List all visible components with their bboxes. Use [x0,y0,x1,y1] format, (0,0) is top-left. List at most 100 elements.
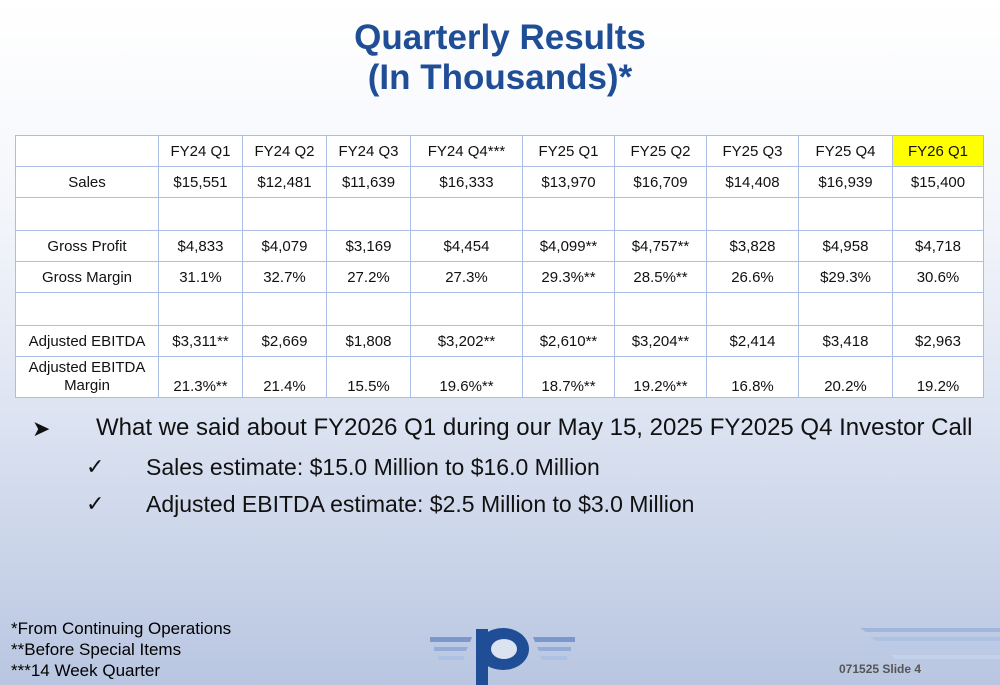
row-label [15,197,159,231]
slide-title-line2: (In Thousands)* [367,58,633,97]
row-label-line1: Adjusted EBITDA [28,359,146,376]
row-label: Adjusted EBITDA Margin [15,356,159,398]
checkmark-icon: ✓ [86,454,105,479]
table-cell: $14,408 [706,166,799,198]
table-cell: $12,481 [242,166,327,198]
row-label-line2: Margin [64,377,110,394]
table-cell: $15,551 [158,166,243,198]
table-cell [522,292,615,326]
table-cell [798,197,893,231]
table-cell [706,292,799,326]
table-cell: $13,970 [522,166,615,198]
footnote: *From Continuing Operations [11,619,232,638]
column-header: FY24 Q3 [326,135,411,167]
table-cell: $2,963 [892,325,984,357]
column-header: FY24 Q4*** [410,135,523,167]
table-cell: 21.3%** [158,356,243,398]
table-cell: 27.3% [410,261,523,293]
footnote: **Before Special Items [11,640,182,659]
table-cell [522,197,615,231]
table-cell: 32.7% [242,261,327,293]
column-header: FY24 Q2 [242,135,327,167]
sub-bullet-text: Adjusted EBITDA estimate: $2.5 Million t… [146,491,695,517]
table-row-spacer [15,197,984,231]
table-cell: $16,709 [614,166,707,198]
footnotes: *From Continuing Operations **Before Spe… [11,618,231,681]
table-cell: 16.8% [706,356,799,398]
table-cell: $2,669 [242,325,327,357]
table-cell: $4,833 [158,230,243,262]
table-cell: $4,454 [410,230,523,262]
table-cell: $3,311** [158,325,243,357]
table-cell: $3,828 [706,230,799,262]
table-cell: $3,202** [410,325,523,357]
table-cell [158,292,243,326]
table-cell [410,197,523,231]
table-cell: 28.5%** [614,261,707,293]
row-label: Adjusted EBITDA [15,325,159,357]
table-cell: $3,204** [614,325,707,357]
column-header: FY25 Q4 [798,135,893,167]
row-label: Gross Profit [15,230,159,262]
table-row-gross-margin: Gross Margin 31.1% 32.7% 27.2% 27.3% 29.… [15,261,984,293]
column-header: FY25 Q3 [706,135,799,167]
table-cell [410,292,523,326]
main-bullet-text: What we said about FY2026 Q1 during our … [96,414,973,441]
table-cell [326,197,411,231]
table-cell [326,292,411,326]
table-cell: 27.2% [326,261,411,293]
column-header: FY25 Q2 [614,135,707,167]
table-cell: 26.6% [706,261,799,293]
footnote: ***14 Week Quarter [11,661,160,680]
table-cell [614,197,707,231]
table-cell: $16,939 [798,166,893,198]
table-cell: $2,610** [522,325,615,357]
table-cell: $29.3% [798,261,893,293]
table-cell: 20.2% [798,356,893,398]
table-row-adjusted-ebitda-margin: Adjusted EBITDA Margin 21.3%** 21.4% 15.… [15,356,984,398]
table-row-sales: Sales $15,551 $12,481 $11,639 $16,333 $1… [15,166,984,198]
table-row-gross-profit: Gross Profit $4,833 $4,079 $3,169 $4,454… [15,230,984,262]
quarterly-results-table: FY24 Q1 FY24 Q2 FY24 Q3 FY24 Q4*** FY25 … [15,135,984,398]
table-cell [706,197,799,231]
table-cell: $3,418 [798,325,893,357]
company-logo [430,628,575,685]
table-row-spacer [15,292,984,326]
arrow-bullet-icon: ➤ [32,416,51,441]
table-cell: 19.2% [892,356,984,398]
table-cell: $2,414 [706,325,799,357]
column-header-highlighted: FY26 Q1 [892,135,984,167]
table-cell [242,292,327,326]
checkmark-icon: ✓ [86,491,105,516]
table-cell: $4,718 [892,230,984,262]
table-cell: 19.6%** [410,356,523,398]
sub-bullet-text: Sales estimate: $15.0 Million to $16.0 M… [146,454,600,480]
table-cell: 29.3%** [522,261,615,293]
table-cell [892,197,984,231]
row-label: Gross Margin [15,261,159,293]
table-cell [892,292,984,326]
table-cell [242,197,327,231]
table-cell: $11,639 [326,166,411,198]
table-cell: 19.2%** [614,356,707,398]
table-cell: $4,079 [242,230,327,262]
table-cell [798,292,893,326]
table-cell: 31.1% [158,261,243,293]
table-cell: $4,757** [614,230,707,262]
table-cell: $4,958 [798,230,893,262]
table-row-adjusted-ebitda: Adjusted EBITDA $3,311** $2,669 $1,808 $… [15,325,984,357]
table-cell: $15,400 [892,166,984,198]
slide-title-line1: Quarterly Results [354,18,646,57]
table-cell: $1,808 [326,325,411,357]
table-cell [158,197,243,231]
row-label [15,292,159,326]
table-cell [614,292,707,326]
column-header: FY24 Q1 [158,135,243,167]
decorative-stripes [860,628,1000,659]
table-header-row: FY24 Q1 FY24 Q2 FY24 Q3 FY24 Q4*** FY25 … [15,135,984,167]
table-cell: 18.7%** [522,356,615,398]
table-cell: $3,169 [326,230,411,262]
table-corner-cell [15,135,159,167]
table-cell: $16,333 [410,166,523,198]
row-label: Sales [15,166,159,198]
